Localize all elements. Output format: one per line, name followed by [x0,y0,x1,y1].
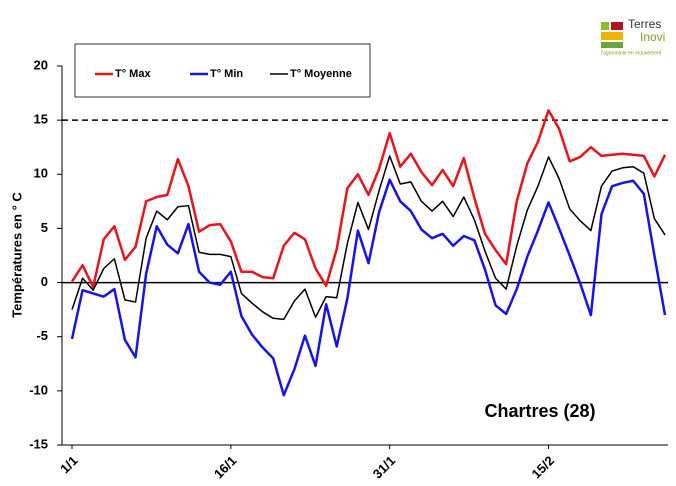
x-tick-label: 15/2 [529,453,558,482]
logo-text: Inovi [640,30,665,44]
legend-box [74,43,371,98]
y-tick-label: 5 [41,220,48,235]
logo-square [601,32,623,40]
y-tick-label: 15 [34,112,48,127]
x-tick-label: 1/1 [57,453,80,476]
series-line [71,155,666,321]
y-tick-label: 0 [41,274,48,289]
y-tick-label: -10 [29,382,48,397]
series-line [70,178,667,397]
y-tick-label: -15 [29,436,48,451]
logo: Terres Inovi l'agronomie en mouvement [601,17,665,56]
logo-square [601,22,609,30]
x-tick-label: 16/1 [211,453,240,482]
legend-label: T° Max [115,68,151,80]
legend-label: T° Min [210,68,243,80]
series-line [70,109,667,289]
logo-square [601,42,623,48]
logo-square [611,22,623,30]
y-tick-label: 20 [34,57,48,72]
annotation: Chartres (28) [484,401,595,421]
logo-tagline: l'agronomie en mouvement [601,50,662,56]
legend-label: T° Moyenne [290,68,352,80]
y-axis-label: Températures en ° C [9,192,24,318]
logo-text: Terres [628,17,661,31]
y-tick-label: 10 [34,166,48,181]
y-tick-label: -5 [36,328,48,343]
legend: T° Max T° Min T° Moyenne [74,43,371,98]
x-tick-label: 31/1 [370,453,399,482]
